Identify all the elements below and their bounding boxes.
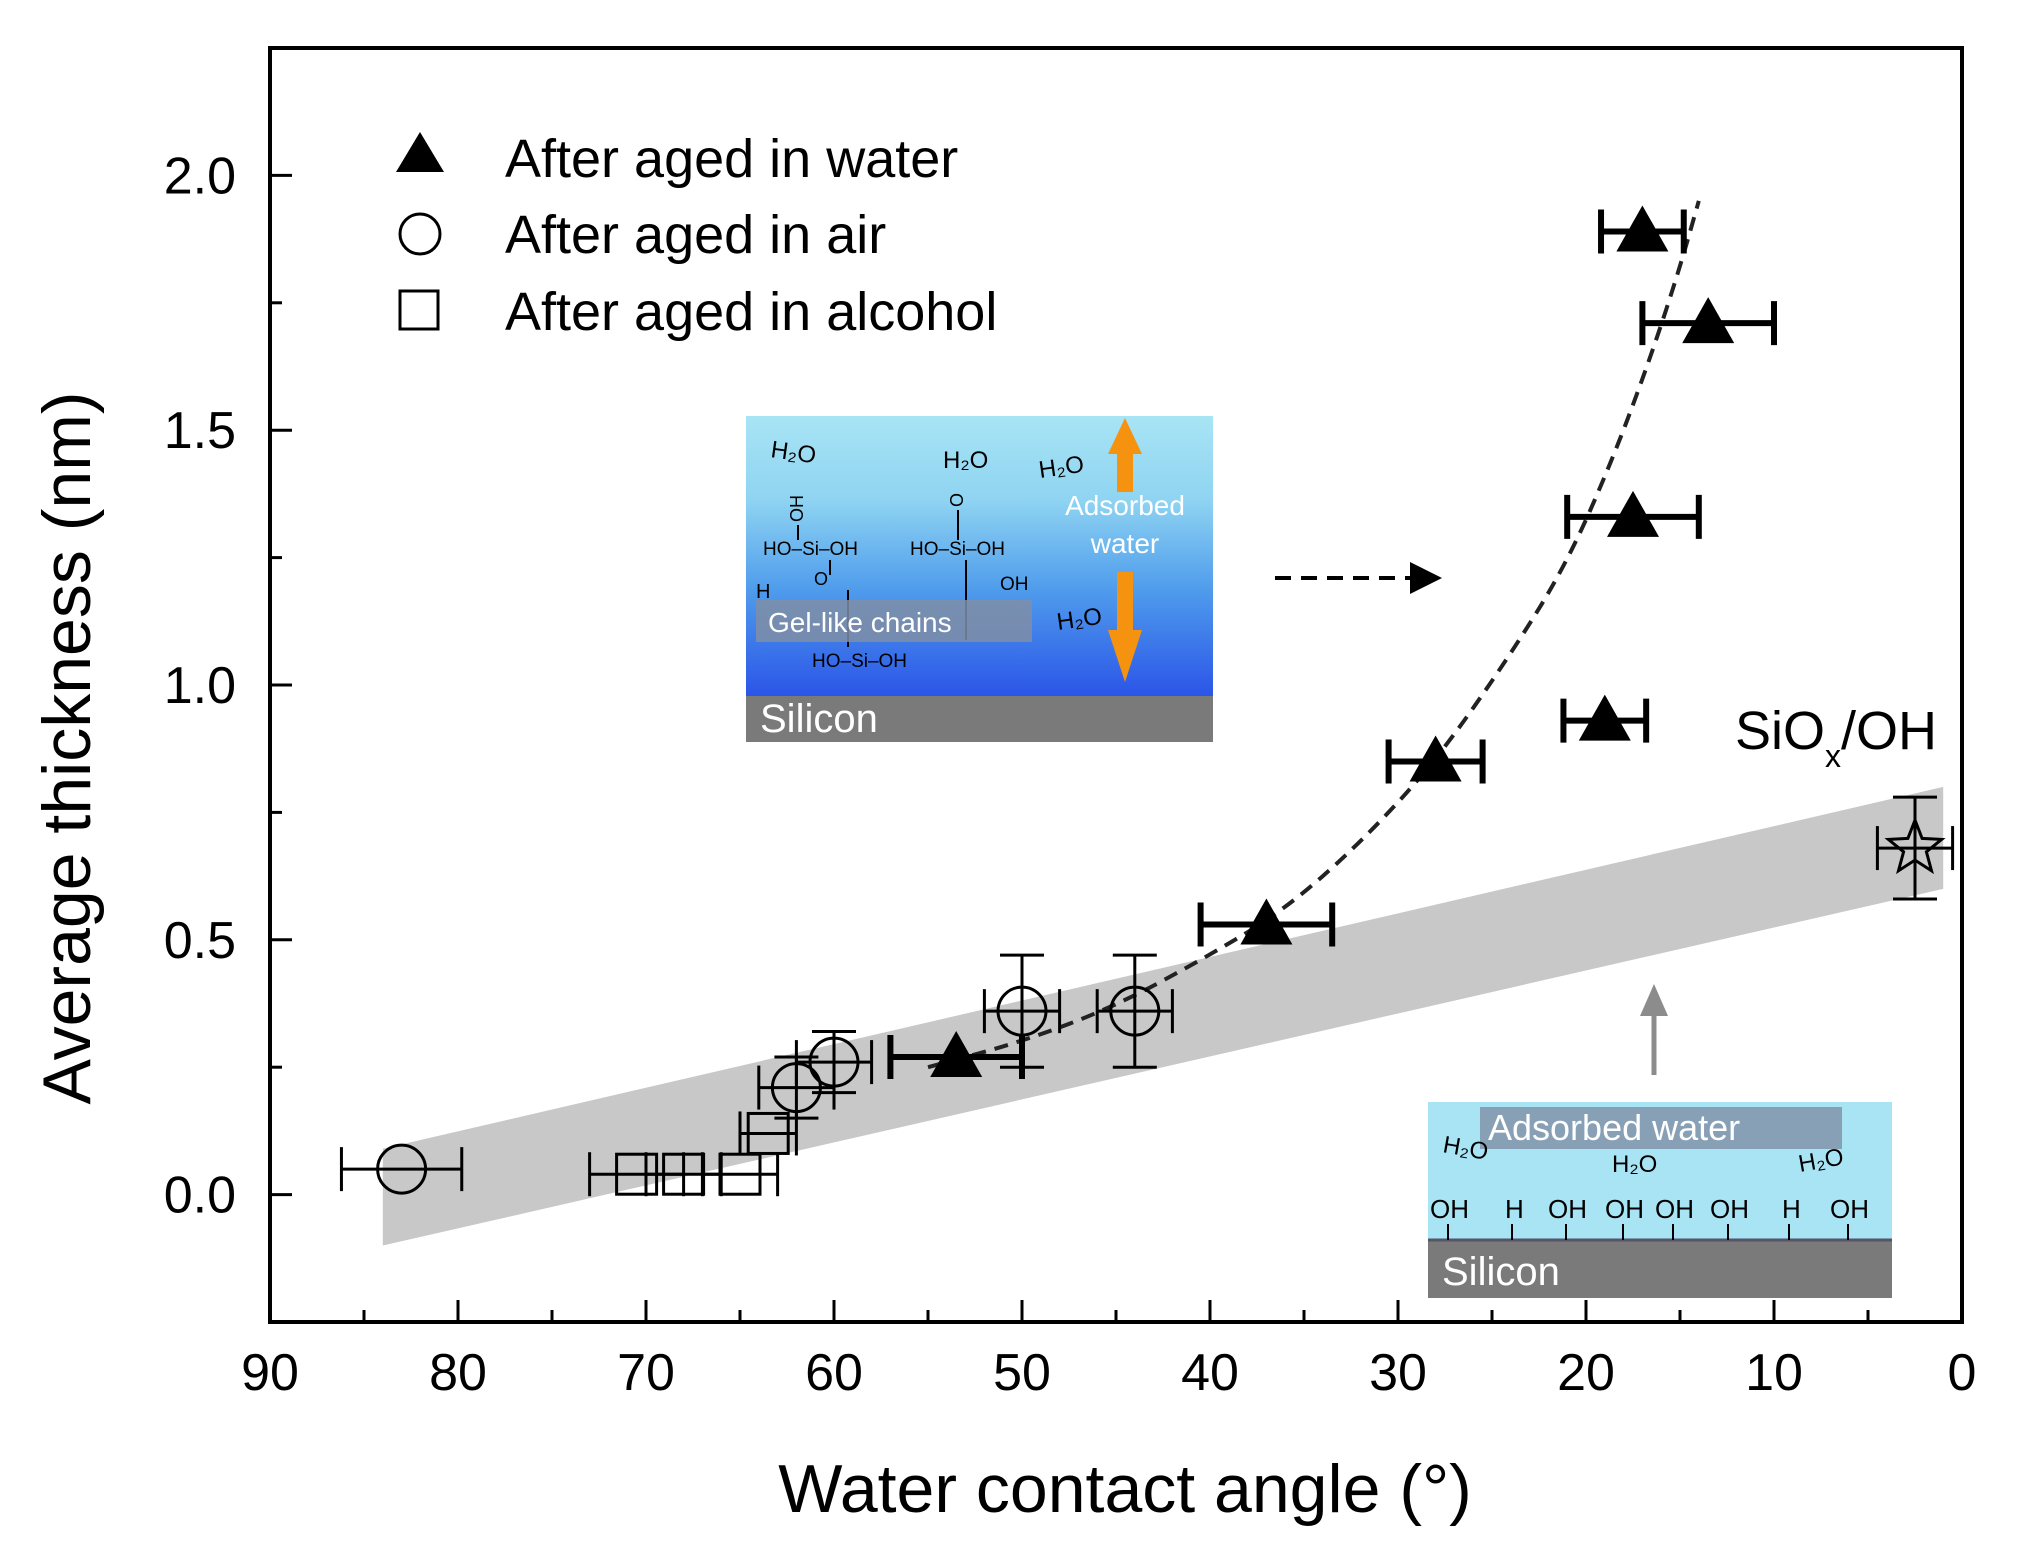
inset-top-chain: OH xyxy=(787,495,807,522)
inset-top-chain: HO–Si–OH xyxy=(812,651,907,672)
inset-top-adsorbed-label: water xyxy=(1090,528,1159,559)
y-tick-label: 1.5 xyxy=(164,402,236,460)
legend: After aged in water After aged in air Af… xyxy=(396,129,997,342)
inset-bottom-surface-diagram: Silicon Adsorbed water H₂O H₂O H₂O OH H OH… xyxy=(1428,1102,1892,1298)
inset-top-adsorbed-label: Adsorbed xyxy=(1065,490,1185,521)
x-tick-label: 60 xyxy=(805,1344,863,1402)
right-arrow-icon xyxy=(1275,562,1442,594)
inset-bottom-silicon-label: Silicon xyxy=(1442,1250,1560,1294)
inset-top-chain: O xyxy=(947,493,967,507)
y-tick-label: 1.0 xyxy=(164,657,236,715)
gray-trend-band xyxy=(382,786,1944,1246)
inset-top-h2o: H₂O xyxy=(1037,451,1086,484)
inset-bottom-adsorbed-label: Adsorbed water xyxy=(1488,1107,1740,1148)
inset-top-h2o: H₂O xyxy=(769,436,818,469)
x-tick-label: 50 xyxy=(993,1344,1051,1402)
x-tick-label: 0 xyxy=(1948,1344,1977,1402)
inset-top-silicon-label: Silicon xyxy=(760,697,878,741)
x-axis-title: Water contact angle (°) xyxy=(778,1451,1472,1527)
air-circle-marker xyxy=(376,1143,428,1195)
legend-label-alcohol: After aged in alcohol xyxy=(505,282,997,342)
y-axis-title: Average thickness (nm) xyxy=(29,391,105,1104)
x-tick-label: 20 xyxy=(1557,1344,1615,1402)
legend-triangle-icon xyxy=(396,132,444,172)
y-tick-label: 2.0 xyxy=(164,147,236,205)
inset-top-chain: O xyxy=(814,569,828,589)
inset-top-h2o: H₂O xyxy=(1055,603,1104,636)
water-triangle-marker xyxy=(1616,205,1669,252)
surface-group-label: OH xyxy=(1430,1194,1469,1224)
x-tick-label: 70 xyxy=(617,1344,675,1402)
fit-curve-dashed xyxy=(927,200,1701,1070)
air-circle-marker xyxy=(1109,985,1161,1037)
plot-area: 90 80 70 60 50 40 30 20 10 0 0.0 0.5 1.0 1.5 2.0 xyxy=(164,46,1977,1402)
surface-group-label: OH xyxy=(1655,1194,1694,1224)
inset-top-chain: OH xyxy=(1000,574,1029,595)
orange-down-arrow-icon xyxy=(1108,572,1142,682)
water-triangle-marker xyxy=(1607,490,1659,537)
surface-group-label: OH xyxy=(1548,1194,1587,1224)
legend-circle-icon xyxy=(398,212,442,256)
water-triangle-marker xyxy=(1409,735,1462,782)
water-triangle-marker xyxy=(1240,898,1293,945)
surface-groups: OH H OH OH OH OH H OH xyxy=(1430,1194,1869,1240)
surface-group-label: H xyxy=(1505,1194,1524,1224)
inset-top-gel-label: Gel-like chains xyxy=(768,607,952,638)
siox-oh-label: SiOx/OH xyxy=(1735,701,1937,774)
inset-top-chain: HO–Si–OH xyxy=(910,539,1005,560)
water-triangle-marker xyxy=(930,1031,983,1078)
surface-group-label: OH xyxy=(1710,1194,1749,1224)
inset-bottom-silicon-layer xyxy=(1428,1240,1892,1298)
air-circle-marker xyxy=(808,1036,860,1088)
inset-top-h2o: H₂O xyxy=(943,447,988,474)
inset-top-gel-label-box xyxy=(756,600,1032,642)
x-tick-label: 10 xyxy=(1745,1344,1803,1402)
inset-bottom-h2o: H₂O xyxy=(1612,1151,1657,1178)
surface-group-label: OH xyxy=(1830,1194,1869,1224)
legend-label-air: After aged in air xyxy=(505,205,886,265)
x-tick-label: 80 xyxy=(429,1344,487,1402)
ticks-layer: 90 80 70 60 50 40 30 20 10 0 0.0 0.5 1.0 1.5 2.0 xyxy=(164,147,1977,1402)
water-triangle-marker xyxy=(1578,694,1631,741)
data-points-layer xyxy=(339,205,1955,1197)
band-layer xyxy=(382,786,1944,1246)
inset-bottom-adsorbed-label-box xyxy=(1480,1107,1842,1149)
legend-square-icon xyxy=(398,289,440,331)
surface-group-label: OH xyxy=(1605,1194,1644,1224)
inset-top-gel-diagram: Silicon H₂O H₂O H₂O H₂O OH HO–Si–OH O HO… xyxy=(746,416,1213,742)
surface-group-label: H xyxy=(1782,1194,1801,1224)
legend-label-water: After aged in water xyxy=(505,129,958,189)
alcohol-square-marker xyxy=(746,1111,790,1155)
fit-curve-layer xyxy=(927,200,1701,1070)
inset-top-chain: HO–Si–OH xyxy=(763,539,858,560)
y-tick-label: 0.5 xyxy=(164,912,236,970)
y-tick-label: 0.0 xyxy=(164,1167,236,1225)
inset-top-chain: H xyxy=(756,581,770,603)
up-arrow-icon xyxy=(1640,984,1668,1075)
orange-up-arrow-icon xyxy=(1108,418,1142,492)
x-tick-label: 30 xyxy=(1369,1344,1427,1402)
water-triangle-marker xyxy=(1682,297,1735,344)
x-tick-label: 90 xyxy=(241,1344,299,1402)
inset-top-silicon-layer xyxy=(746,696,1213,742)
x-tick-label: 40 xyxy=(1181,1344,1239,1402)
siox-star-marker xyxy=(1884,815,1946,875)
